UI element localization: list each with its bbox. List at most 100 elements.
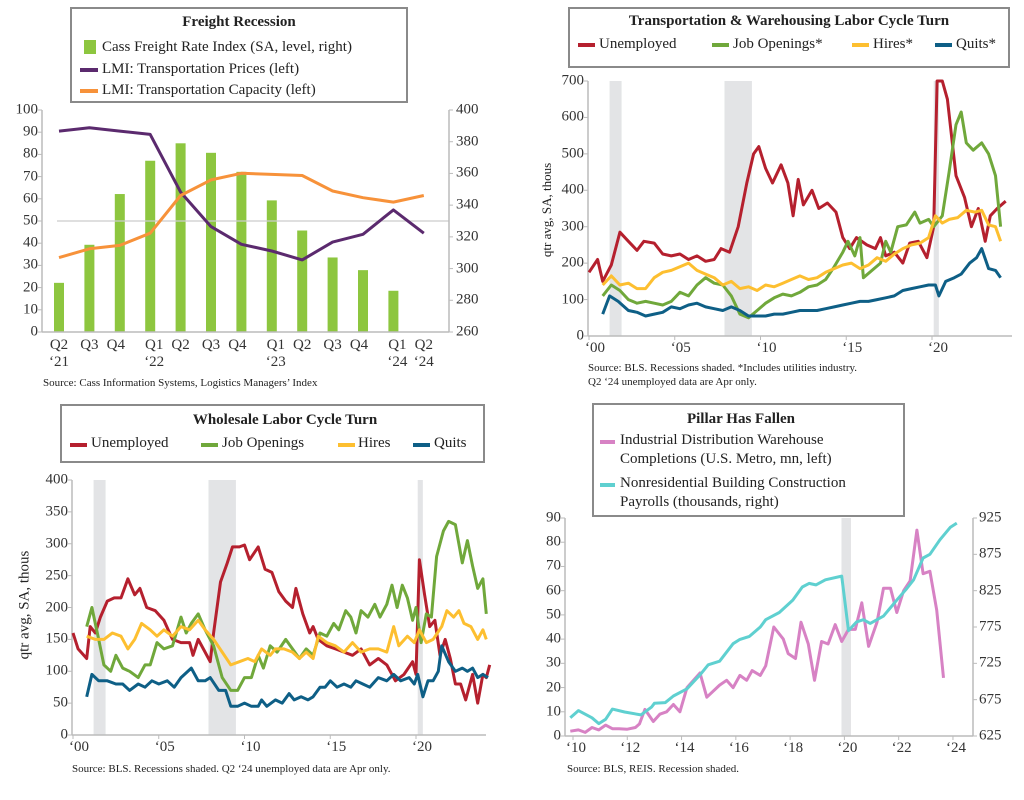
bar-cass-freight-index [236,171,247,332]
recession-shading [609,81,622,336]
legend-label-warehouse-2: Completions (U.S. Metro, mn, left) [620,451,832,467]
legend-label-warehouse-1: Industrial Distribution Warehouse [620,432,824,448]
pillar-legend [592,403,905,517]
bar-cass-freight-index [388,290,399,332]
recession-shading [93,480,106,735]
y-tick-label-right: 400 [456,101,479,118]
y-tick-label-left: 20 [23,279,38,296]
y-tick-label: 200 [45,599,69,615]
freight-source: Source: Cass Information Systems, Logist… [43,377,318,389]
legend-label-quits: Quits* [956,36,997,52]
legend-swatch-job-openings [712,43,729,47]
y-tick-label-left: 80 [546,533,561,550]
x-tick-label: ‘00 [69,739,89,755]
y-tick-label-left: 50 [23,212,38,229]
x-tick-label-year: ‘22 [144,354,165,370]
y-tick-label-left: 0 [30,323,39,340]
x-tick-label-year: ‘24 [387,354,408,370]
y-tick-label-left: 50 [546,606,561,623]
y-tick-label-right: 725 [979,654,1002,671]
y-tick-label-left: 10 [546,703,561,720]
y-tick-label-right: 675 [979,691,1002,708]
y-tick-label: 0 [60,726,69,743]
x-tick-label: ‘10 [240,739,261,755]
y-tick-label-right: 300 [456,260,479,277]
y-tick-label: 150 [45,630,69,647]
y-tick-label-right: 340 [456,196,479,213]
y-tick-label: 250 [45,567,69,584]
x-tick-label-quarter: Q2 [49,337,69,353]
line-job-openings [601,110,1003,320]
bar-cass-freight-index [175,143,186,332]
recession-shading [208,480,236,735]
transport-source-line-1: Source: BLS. Recessions shaded. *Include… [588,362,858,374]
x-tick-label: ‘05 [154,739,175,755]
y-tick-label-left: 90 [546,509,561,526]
y-tick-label-left: 80 [23,145,38,162]
line-quits [85,644,489,708]
legend-swatch-job-openings [201,443,218,447]
transport-legend [568,7,1010,68]
x-tick-label: ‘12 [620,740,641,756]
y-tick-label-right: 320 [456,228,479,245]
recession-shading [724,81,752,336]
transport-source-line-2: Q2 ‘24 unemployed data are Apr only. [588,376,757,388]
y-tick-label: 300 [561,218,585,235]
legend-swatch-hires [852,43,869,47]
legend-label-prices: LMI: Transportation Prices (left) [102,61,300,77]
y-tick-label: 100 [45,662,69,679]
y-tick-label: 300 [45,535,69,552]
legend-label-unemployed: Unemployed [599,36,677,52]
y-tick-label-left: 40 [23,234,38,251]
x-tick-label: ‘10 [756,340,777,356]
line-warehouse-completions [570,528,945,734]
line-transportation-prices [58,126,425,262]
y-tick-label: 50 [53,694,68,711]
legend-label-hires: Hires [358,435,391,451]
legend-label-payrolls-1: Nonresidential Building Construction [620,475,846,491]
x-tick-label-quarter: Q4 [349,337,369,353]
y-tick-label: 500 [561,145,585,162]
x-tick-label-quarter: Q4 [228,337,247,353]
x-tick-label-quarter: Q1 [145,337,164,353]
y-tick-label: 0 [576,327,585,344]
x-tick-label: ‘14 [674,740,695,756]
x-tick-label: ‘15 [326,739,347,755]
x-tick-label: ‘00 [585,340,605,356]
bar-cass-freight-index [206,152,216,332]
y-tick-label: 350 [45,503,69,520]
y-tick-label-left: 10 [23,301,38,318]
x-tick-label: ‘10 [566,740,586,756]
bar-cass-freight-index [84,244,95,332]
transport-title: Transportation & Warehousing Labor Cycle… [628,13,950,29]
bar-cass-freight-index [114,194,125,332]
line-job-openings [85,519,488,692]
legend-label-unemployed: Unemployed [91,435,169,451]
x-tick-label-quarter: Q3 [323,337,342,353]
wholesale-source: Source: BLS. Recessions shaded. Q2 ‘24 u… [72,763,391,775]
line-nonresidential-payrolls [569,521,958,726]
recession-shading [841,518,851,736]
x-tick-label: ‘22 [891,740,912,756]
recession-shading [417,480,423,735]
legend-label-job-openings: Job Openings* [733,36,823,52]
y-tick-label: 100 [561,291,585,308]
bar-cass-freight-index [54,282,64,332]
x-tick-label-quarter: Q2 [414,337,433,353]
x-tick-label: ‘20 [412,739,432,755]
wholesale-title: Wholesale Labor Cycle Turn [192,412,378,428]
y-tick-label-right: 280 [456,291,479,308]
legend-swatch-warehouse [600,440,615,444]
line-hires [86,609,488,667]
y-tick-label: 400 [45,471,69,488]
legend-label-quits: Quits [434,435,467,451]
legend-swatch-payrolls [600,483,615,487]
freight-title: Freight Recession [182,14,296,30]
bar-cass-freight-index [327,257,338,332]
x-tick-label: ‘15 [842,340,863,356]
x-tick-label-year: ‘23 [265,354,286,370]
x-tick-label-year: ‘21 [49,354,69,370]
x-tick-label-quarter: Q3 [201,337,221,353]
y-tick-label-left: 30 [23,256,38,273]
